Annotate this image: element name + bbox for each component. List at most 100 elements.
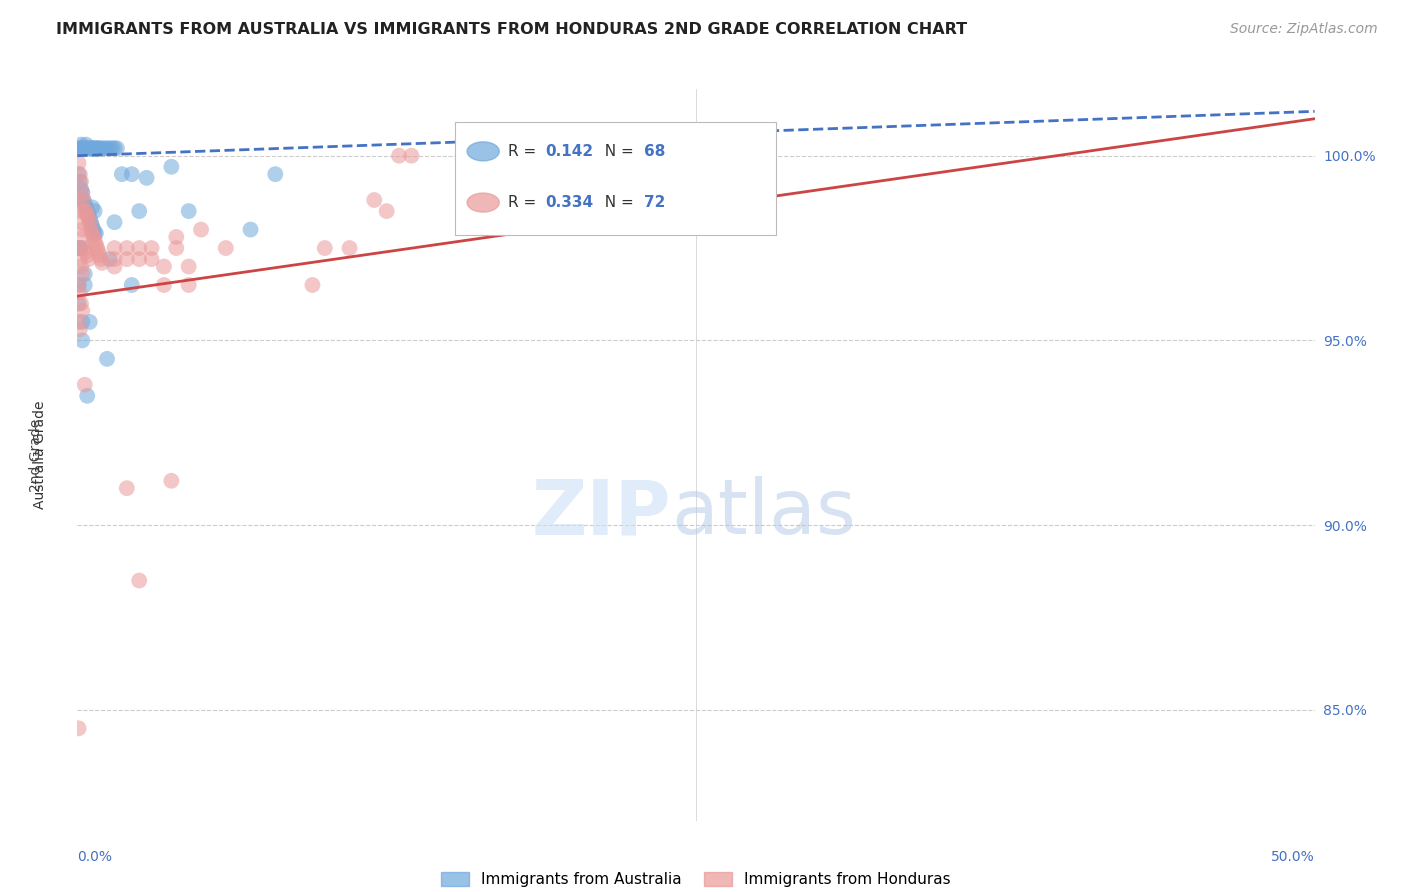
Point [103,260,125,274]
Point [69,167,91,181]
Point [73,267,96,281]
Point [153,260,176,274]
Point [80,141,103,155]
Point [121,167,143,181]
Point [72,193,94,207]
Point [115,241,138,255]
Point [103,252,125,267]
Point [103,241,125,255]
Point [83,204,105,219]
Point [77,208,100,222]
Point [67,241,90,255]
Point [72,230,94,244]
Point [67,241,90,255]
Point [69,204,91,219]
Point [69,241,91,255]
Point [76,248,98,262]
Point [239,222,262,236]
Point [135,170,157,185]
Point [70,137,93,152]
Text: Australia Grade: Australia Grade [34,401,48,509]
Text: 68: 68 [644,144,665,159]
Point [84,141,107,155]
Point [363,193,385,207]
Point [75,201,97,215]
Point [128,204,150,219]
FancyBboxPatch shape [454,122,776,235]
Point [91,141,114,155]
Point [67,721,90,735]
Point [72,193,94,207]
Point [165,230,187,244]
Point [83,141,105,155]
Point [79,215,101,229]
Point [70,175,93,189]
Point [96,141,118,155]
Point [82,222,104,236]
Text: N =: N = [595,195,638,211]
Point [153,277,176,292]
Point [115,252,138,267]
Text: 72: 72 [644,195,665,211]
Legend: Immigrants from Australia, Immigrants from Honduras: Immigrants from Australia, Immigrants fr… [441,872,950,888]
Point [128,574,150,588]
Point [86,241,108,255]
Point [141,241,163,255]
Point [72,315,94,329]
Point [77,141,100,155]
Point [67,277,90,292]
Point [67,193,90,207]
Point [72,141,94,155]
Point [375,204,398,219]
Point [82,141,104,155]
Point [72,267,94,281]
Point [96,351,118,366]
Point [101,141,124,155]
Point [115,481,138,495]
Point [215,241,238,255]
Point [67,156,90,170]
Point [72,303,94,318]
Point [82,227,104,241]
Point [98,252,121,267]
Point [67,296,90,310]
Circle shape [467,193,499,212]
Point [75,244,97,259]
Point [73,277,96,292]
Point [105,141,128,155]
Point [84,227,107,241]
Point [264,167,287,181]
Point [70,215,93,229]
Text: Source: ZipAtlas.com: Source: ZipAtlas.com [1230,22,1378,37]
Point [76,208,98,222]
Point [141,252,163,267]
Point [177,260,200,274]
Point [70,260,93,274]
Point [121,277,143,292]
Point [98,141,121,155]
Point [401,149,423,163]
Text: ZIP: ZIP [531,476,671,550]
Point [67,167,90,181]
Point [128,241,150,255]
Point [177,204,200,219]
Point [79,141,101,155]
Point [82,219,104,233]
Point [87,141,110,155]
Point [90,252,112,267]
Point [79,315,101,329]
Point [73,241,96,255]
Point [67,141,90,155]
Point [301,277,323,292]
Point [70,296,93,310]
Point [69,252,91,267]
Point [76,389,98,403]
Text: 0.334: 0.334 [546,195,593,211]
Point [67,315,90,329]
Point [77,252,100,267]
Point [87,244,110,259]
Text: 0.142: 0.142 [546,144,593,159]
Point [86,141,108,155]
Point [75,204,97,219]
Text: R =: R = [508,144,541,159]
